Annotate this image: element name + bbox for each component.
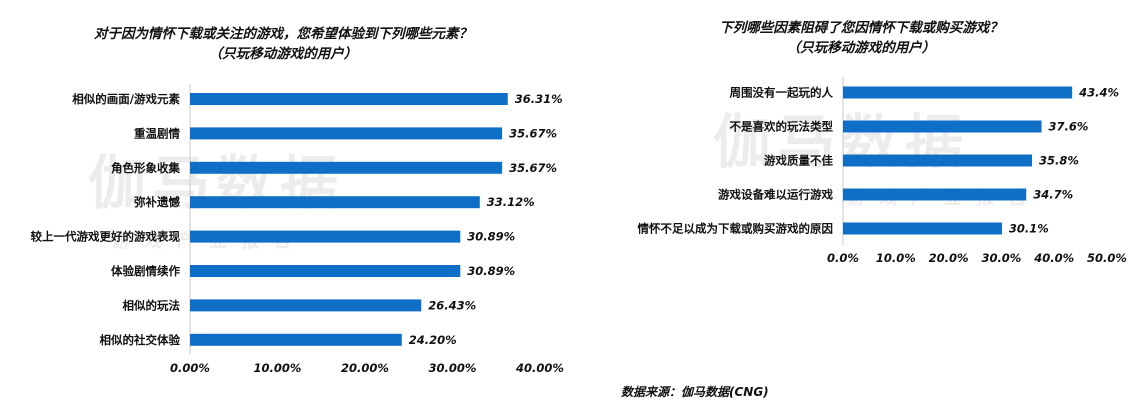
left-bar: [190, 93, 508, 105]
left-value-label: 26.43%: [428, 298, 476, 312]
right-chart-title: 下列哪些因素阻碍了您因情怀下载或购买游戏？: [719, 20, 1003, 36]
right-chart: 伽马数据 游 戏 产 业 报 告 下列哪些因素阻碍了您因情怀下载或购买游戏？ （…: [585, 0, 1148, 270]
right-category-label: 游戏质量不佳: [764, 154, 833, 168]
right-category-label: 周围没有一起玩的人: [730, 86, 834, 100]
left-chart: 伽马数据 游 戏 产 业 报 告 对于因为情怀下载或关注的游戏，您希望体验到下列…: [31, 26, 564, 375]
left-category-label: 相似的社交体验: [100, 333, 181, 347]
right-value-label: 43.4%: [1078, 86, 1119, 100]
right-x-tick-label: 0.0%: [827, 251, 859, 265]
left-bar: [190, 196, 480, 209]
left-bar: [190, 299, 422, 312]
right-x-tick-label: 30.0%: [981, 251, 1021, 265]
right-x-tick-label: 50.0%: [1087, 251, 1127, 265]
left-x-tick-label: 10.00%: [254, 361, 302, 375]
right-bar: [843, 154, 1033, 167]
left-value-label: 24.20%: [409, 333, 457, 347]
left-chart-subtitle: （只玩移动游戏的用户）: [209, 46, 358, 62]
right-bar: [843, 120, 1042, 133]
right-category-label: 游戏设备难以运行游戏: [718, 188, 833, 202]
left-plot-area: 相似的画面/游戏元素 36.31% 重温剧情 35.67% 角色形象收集 35.67% 弥补…: [31, 84, 564, 375]
left-value-label: 30.89%: [467, 230, 515, 244]
left-value-label: 35.67%: [509, 126, 557, 140]
left-category-label: 重温剧情: [134, 126, 180, 140]
right-value-label: 35.8%: [1039, 154, 1079, 168]
left-x-tick-label: 0.00%: [170, 361, 210, 375]
left-category-label: 角色形象收集: [111, 161, 180, 175]
right-chart-subtitle: （只玩移动游戏的用户）: [787, 40, 936, 56]
right-value-label: 34.7%: [1033, 188, 1073, 202]
right-bar: [843, 222, 1002, 235]
left-bar: [190, 127, 503, 140]
right-value-label: 37.6%: [1049, 120, 1089, 134]
left-bar: [190, 333, 402, 346]
right-plot-area: 周围没有一起玩的人 43.4% 不是喜欢的玩法类型 37.6% 游戏质量不佳 35.8% 游…: [637, 77, 1127, 265]
left-x-tick-label: 30.00%: [429, 361, 477, 375]
right-category-label: 不是喜欢的玩法类型: [730, 120, 834, 134]
left-bar: [190, 265, 461, 277]
left-x-tick-label: 20.00%: [341, 361, 389, 375]
left-value-label: 35.67%: [509, 161, 557, 175]
right-bar: [843, 188, 1027, 201]
right-bar: [843, 86, 1073, 99]
right-x-tick-label: 20.0%: [929, 251, 969, 265]
right-x-tick-label: 40.0%: [1033, 251, 1074, 265]
right-category-label: 情怀不足以成为下载或购买游戏的原因: [637, 222, 834, 236]
left-bar: [190, 230, 461, 243]
left-category-label: 较上一代游戏更好的游戏表现: [31, 230, 181, 244]
source-note: 数据来源：伽马数据(CNG): [621, 385, 769, 399]
left-category-label: 相似的玩法: [123, 298, 181, 312]
left-x-tick-label: 40.00%: [515, 361, 564, 375]
right-x-tick-label: 10.0%: [876, 251, 916, 265]
left-chart-svg: 伽马数据 游 戏 产 业 报 告 对于因为情怀下载或关注的游戏，您希望体验到下列…: [31, 26, 564, 375]
left-bar: [190, 161, 503, 174]
left-value-label: 33.12%: [487, 195, 535, 209]
left-category-label: 体验剧情续作: [111, 264, 180, 278]
left-value-label: 30.89%: [467, 264, 515, 278]
right-value-label: 30.1%: [1009, 222, 1049, 236]
left-value-label: 36.31%: [515, 92, 563, 106]
right-chart-svg: 伽马数据 游 戏 产 业 报 告 下列哪些因素阻碍了您因情怀下载或购买游戏？ （…: [637, 20, 1127, 265]
left-category-label: 相似的画面/游戏元素: [72, 92, 180, 106]
left-chart-title: 对于因为情怀下载或关注的游戏，您希望体验到下列哪些元素？: [94, 26, 472, 42]
left-category-label: 弥补遗憾: [134, 195, 180, 209]
